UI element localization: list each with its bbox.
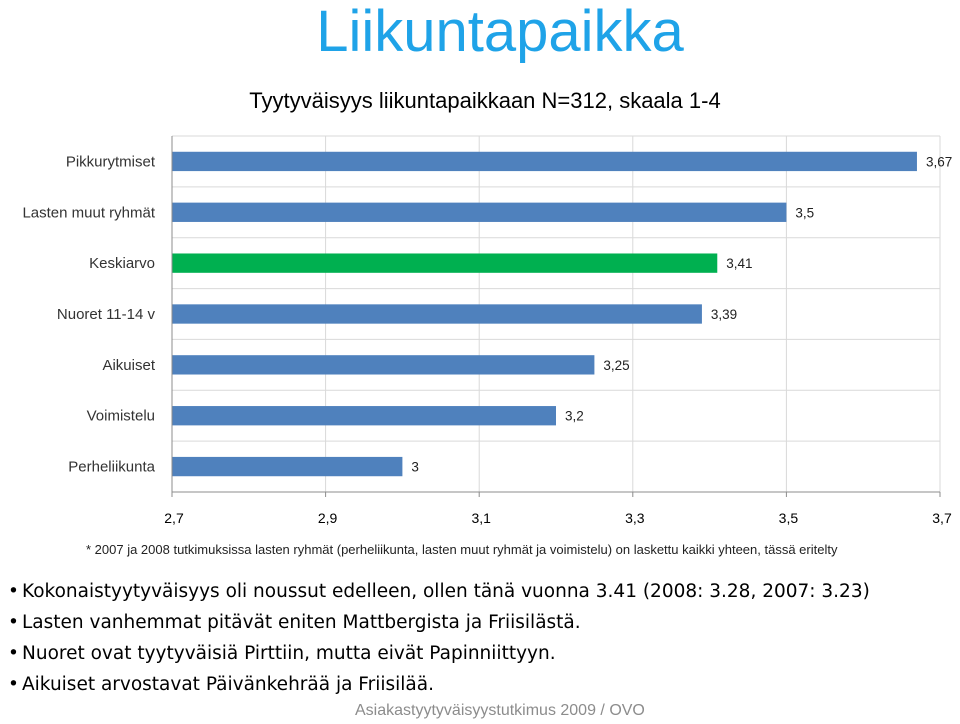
x-axis: 2,7 2,9 3,1 3,3 3,5 3,7 <box>164 136 952 526</box>
category-label: Nuoret 11-14 v <box>57 306 156 323</box>
category-labels: Pikkurytmiset Lasten muut ryhmät Keskiarvo… <box>22 153 155 475</box>
bar <box>172 355 595 375</box>
x-tick-label: 2,9 <box>318 510 338 526</box>
x-tick-label: 2,7 <box>164 510 184 526</box>
data-label: 3,39 <box>711 307 737 322</box>
x-tick-label: 3,7 <box>932 510 952 526</box>
bullet-item: Lasten vanhemmat pitävät eniten Mattberg… <box>8 607 870 638</box>
category-label: Aikuiset <box>102 357 155 374</box>
bullet-item: Kokonaistyytyväisyys oli noussut edellee… <box>8 576 870 607</box>
bar <box>172 202 787 222</box>
slide-title: Liikuntapaikka <box>316 0 684 64</box>
data-label: 3,41 <box>726 256 752 271</box>
bar <box>172 253 718 273</box>
category-label: Pikkurytmiset <box>66 153 156 170</box>
chart-footnote: * 2007 ja 2008 tutkimuksissa lasten ryhm… <box>86 542 838 557</box>
source-caption: Asiakastyytyväisyystutkimus 2009 / OVO <box>355 702 645 719</box>
category-label: Voimistelu <box>87 408 155 425</box>
chart-title: Tyytyväisyys liikuntapaikkaan N=312, ska… <box>249 88 720 113</box>
data-label: 3 <box>411 460 419 475</box>
bullet-list: Kokonaistyytyväisyys oli noussut edellee… <box>8 576 870 700</box>
data-label: 3,5 <box>795 205 814 220</box>
bars <box>172 151 917 477</box>
bar <box>172 456 403 477</box>
data-label: 3,2 <box>565 409 584 424</box>
x-tick-label: 3,1 <box>471 510 491 526</box>
data-label: 3,25 <box>603 358 629 373</box>
satisfaction-bar-chart: Tyytyväisyys liikuntapaikkaan N=312, ska… <box>22 88 952 526</box>
value-labels: 3,67 3,5 3,41 3,39 3,25 3,2 3 <box>411 154 952 474</box>
x-tick-label: 3,3 <box>625 510 645 526</box>
bar <box>172 304 702 324</box>
category-label: Lasten muut ryhmät <box>22 204 155 221</box>
bullet-item: Nuoret ovat tyytyväisiä Pirttiin, mutta … <box>8 638 870 669</box>
bar <box>172 151 917 172</box>
data-label: 3,67 <box>926 154 952 169</box>
bullet-item: Aikuiset arvostavat Päivänkehrää ja Frii… <box>8 669 870 700</box>
category-label: Perheliikunta <box>68 459 155 476</box>
bar <box>172 406 556 426</box>
category-label: Keskiarvo <box>89 255 155 272</box>
x-tick-label: 3,5 <box>779 510 799 526</box>
